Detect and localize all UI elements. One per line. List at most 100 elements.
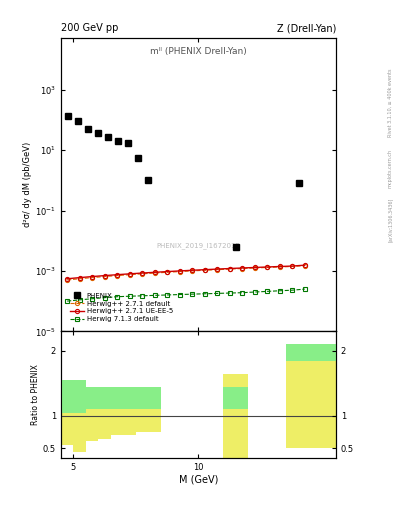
- Herwig++ 2.7.1 UE-EE-5: [102, 272, 107, 279]
- Herwig++ 2.7.1 UE-EE-5: [152, 269, 157, 275]
- Bar: [286, 345, 336, 449]
- PHENIX: [86, 126, 91, 132]
- Herwig++ 2.7.1 default: [240, 265, 244, 271]
- Herwig++ 2.7.1 UE-EE-5: [277, 264, 282, 270]
- Herwig 7.1.3 default: [302, 286, 307, 292]
- Herwig++ 2.7.1 default: [215, 267, 220, 273]
- Herwig++ 2.7.1 default: [265, 264, 270, 270]
- Herwig 7.1.3 default: [152, 292, 157, 298]
- Herwig 7.1.3 default: [215, 290, 220, 296]
- Herwig 7.1.3 default: [127, 293, 132, 300]
- Herwig++ 2.7.1 UE-EE-5: [127, 271, 132, 277]
- Herwig++ 2.7.1 default: [90, 274, 95, 281]
- Herwig 7.1.3 default: [140, 293, 145, 299]
- Bar: [224, 387, 248, 410]
- Bar: [86, 387, 161, 410]
- Herwig 7.1.3 default: [177, 291, 182, 297]
- PHENIX: [96, 130, 101, 136]
- Herwig++ 2.7.1 default: [190, 268, 195, 274]
- Herwig++ 2.7.1 UE-EE-5: [240, 265, 244, 271]
- Herwig 7.1.3 default: [202, 291, 207, 297]
- Y-axis label: d²σ/ dy dM (pb/GeV): d²σ/ dy dM (pb/GeV): [23, 142, 32, 227]
- Bar: [61, 380, 86, 413]
- Herwig++ 2.7.1 default: [302, 263, 307, 269]
- Line: Herwig++ 2.7.1 UE-EE-5: Herwig++ 2.7.1 UE-EE-5: [65, 263, 307, 281]
- Herwig++ 2.7.1 default: [290, 264, 295, 270]
- PHENIX: [116, 138, 121, 144]
- Herwig 7.1.3 default: [277, 288, 282, 294]
- Herwig 7.1.3 default: [115, 293, 119, 300]
- Bar: [111, 387, 123, 436]
- Herwig 7.1.3 default: [252, 289, 257, 295]
- Herwig++ 2.7.1 UE-EE-5: [252, 264, 257, 270]
- Herwig++ 2.7.1 UE-EE-5: [115, 271, 119, 278]
- Line: Herwig++ 2.7.1 default: Herwig++ 2.7.1 default: [65, 264, 307, 282]
- Herwig++ 2.7.1 default: [140, 271, 145, 277]
- Herwig++ 2.7.1 UE-EE-5: [177, 268, 182, 274]
- Herwig++ 2.7.1 UE-EE-5: [165, 268, 169, 274]
- Text: mcplots.cern.ch: mcplots.cern.ch: [388, 150, 393, 188]
- Text: [arXiv:1306.3436]: [arXiv:1306.3436]: [388, 198, 393, 242]
- Herwig++ 2.7.1 UE-EE-5: [190, 267, 195, 273]
- Line: Herwig 7.1.3 default: Herwig 7.1.3 default: [65, 287, 307, 303]
- Herwig 7.1.3 default: [290, 287, 295, 293]
- Herwig++ 2.7.1 UE-EE-5: [140, 270, 145, 276]
- Herwig++ 2.7.1 UE-EE-5: [77, 274, 82, 281]
- Herwig++ 2.7.1 default: [152, 270, 157, 276]
- Herwig++ 2.7.1 UE-EE-5: [202, 267, 207, 273]
- Bar: [86, 387, 98, 441]
- Herwig++ 2.7.1 default: [65, 277, 70, 283]
- PHENIX: [126, 140, 131, 146]
- Herwig 7.1.3 default: [165, 292, 169, 298]
- Text: Z (Drell-Yan): Z (Drell-Yan): [277, 23, 336, 33]
- Herwig++ 2.7.1 default: [115, 272, 119, 279]
- PHENIX: [106, 134, 111, 140]
- PHENIX: [233, 244, 238, 250]
- Herwig++ 2.7.1 default: [102, 273, 107, 280]
- PHENIX: [136, 155, 141, 161]
- PHENIX: [146, 177, 151, 183]
- Text: mᴵᴵ (PHENIX Drell-Yan): mᴵᴵ (PHENIX Drell-Yan): [150, 47, 247, 56]
- Herwig++ 2.7.1 UE-EE-5: [65, 275, 70, 282]
- X-axis label: M (GeV): M (GeV): [179, 475, 218, 485]
- Bar: [61, 380, 73, 445]
- Herwig++ 2.7.1 default: [165, 269, 169, 275]
- Herwig++ 2.7.1 default: [77, 275, 82, 282]
- Herwig++ 2.7.1 UE-EE-5: [302, 262, 307, 268]
- PHENIX: [76, 118, 81, 124]
- Herwig++ 2.7.1 UE-EE-5: [228, 265, 232, 271]
- Text: PHENIX_2019_I1672015: PHENIX_2019_I1672015: [156, 243, 241, 249]
- PHENIX: [66, 113, 71, 119]
- Bar: [224, 374, 248, 458]
- Herwig++ 2.7.1 default: [202, 267, 207, 273]
- Text: Rivet 3.1.10, ≥ 400k events: Rivet 3.1.10, ≥ 400k events: [388, 68, 393, 137]
- Herwig 7.1.3 default: [102, 294, 107, 301]
- Herwig 7.1.3 default: [77, 297, 82, 303]
- Herwig 7.1.3 default: [240, 290, 244, 296]
- Line: PHENIX: PHENIX: [65, 113, 301, 250]
- Herwig++ 2.7.1 UE-EE-5: [215, 266, 220, 272]
- Herwig++ 2.7.1 default: [277, 264, 282, 270]
- Text: 200 GeV pp: 200 GeV pp: [61, 23, 118, 33]
- Herwig++ 2.7.1 UE-EE-5: [265, 264, 270, 270]
- Herwig 7.1.3 default: [190, 291, 195, 297]
- Herwig 7.1.3 default: [265, 288, 270, 294]
- Bar: [123, 390, 136, 436]
- Y-axis label: Ratio to PHENIX: Ratio to PHENIX: [31, 365, 40, 425]
- Herwig 7.1.3 default: [65, 298, 70, 304]
- Herwig 7.1.3 default: [228, 290, 232, 296]
- Herwig++ 2.7.1 UE-EE-5: [90, 273, 95, 280]
- Herwig++ 2.7.1 default: [177, 268, 182, 274]
- Bar: [73, 380, 86, 452]
- Herwig++ 2.7.1 default: [228, 266, 232, 272]
- Herwig++ 2.7.1 UE-EE-5: [290, 263, 295, 269]
- Bar: [98, 387, 111, 439]
- Herwig 7.1.3 default: [90, 295, 95, 302]
- Bar: [136, 390, 149, 432]
- PHENIX: [296, 180, 301, 186]
- Herwig++ 2.7.1 default: [252, 265, 257, 271]
- Herwig++ 2.7.1 default: [127, 271, 132, 278]
- Legend: PHENIX, Herwig++ 2.7.1 default, Herwig++ 2.7.1 UE-EE-5, Herwig 7.1.3 default: PHENIX, Herwig++ 2.7.1 default, Herwig++…: [67, 290, 176, 325]
- Bar: [286, 345, 336, 360]
- Bar: [149, 390, 161, 432]
